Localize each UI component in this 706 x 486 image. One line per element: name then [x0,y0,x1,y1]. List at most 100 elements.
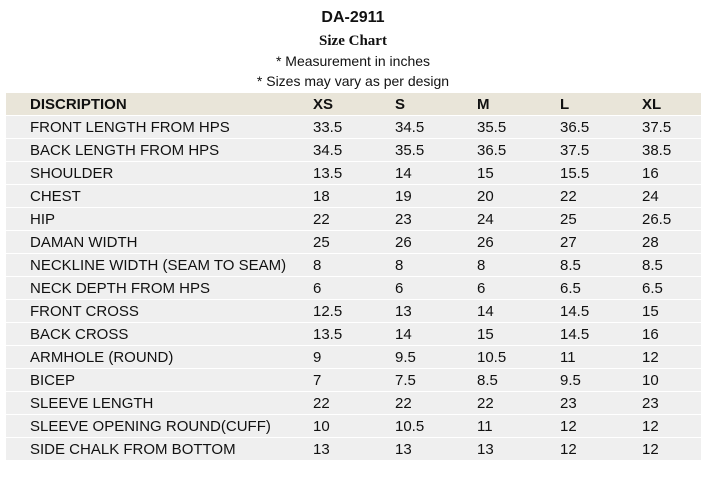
size-value: 12 [642,349,659,366]
size-value: 28 [642,234,659,251]
column-header: XL [642,96,662,113]
size-value: 38.5 [642,142,672,159]
size-value: 18 [313,188,330,205]
measurement-name: FRONT LENGTH FROM HPS [30,119,230,136]
size-value: 12 [560,418,577,435]
size-value: 7 [313,372,322,389]
table-row: BACK CROSS 13.5 14 15 14.5 16 [6,323,701,345]
measurement-name: HIP [30,211,56,228]
size-value: 8 [395,257,404,274]
measurement-name: BACK CROSS [30,326,129,343]
measurement-name: SLEEVE LENGTH [30,395,154,412]
size-value: 37.5 [560,142,590,159]
size-value: 35.5 [477,119,507,136]
size-value: 33.5 [313,119,343,136]
table-row: NECK DEPTH FROM HPS 6 6 6 6.5 6.5 [6,277,701,299]
size-value: 13 [395,441,412,458]
size-value: 34.5 [313,142,343,159]
size-value: 16 [642,326,659,343]
size-value: 23 [395,211,412,228]
size-value: 14.5 [560,326,590,343]
size-value: 25 [313,234,330,251]
measurement-name: SIDE CHALK FROM BOTTOM [30,441,236,458]
size-value: 15 [477,326,494,343]
table-row: ARMHOLE (ROUND) 9 9.5 10.5 11 12 [6,346,701,368]
size-value: 13 [477,441,494,458]
size-value: 20 [477,188,494,205]
size-value: 7.5 [395,372,416,389]
size-value: 8.5 [642,257,663,274]
column-header: L [560,96,570,113]
size-value: 9.5 [560,372,581,389]
table-row: FRONT LENGTH FROM HPS 33.5 34.5 35.5 36.5 37.… [6,116,701,138]
size-value: 27 [560,234,577,251]
size-value: 25 [560,211,577,228]
size-value: 14 [395,165,412,182]
size-value: 22 [395,395,412,412]
size-value: 14 [395,326,412,343]
table-row: HIP 22 23 24 25 26.5 [6,208,701,230]
size-value: 6 [477,280,486,297]
size-value: 11 [477,418,493,435]
table-row: SLEEVE OPENING ROUND(CUFF) 10 10.5 11 12 12 [6,415,701,437]
size-value: 15 [477,165,494,182]
size-value: 34.5 [395,119,425,136]
size-value: 12.5 [313,303,343,320]
size-value: 15.5 [560,165,590,182]
size-value: 14.5 [560,303,590,320]
size-value: 36.5 [560,119,590,136]
size-value: 26 [477,234,494,251]
size-value: 10.5 [395,418,425,435]
size-value: 8 [313,257,322,274]
size-value: 9.5 [395,349,416,366]
column-header: DISCRIPTION [30,96,127,113]
table-row: NECKLINE WIDTH (SEAM TO SEAM) 8 8 8 8.5 8.5 [6,254,701,276]
size-value: 12 [642,441,659,458]
measurement-name: CHEST [30,188,81,205]
size-value: 12 [560,441,577,458]
size-value: 26 [395,234,412,251]
table-row: BACK LENGTH FROM HPS 34.5 35.5 36.5 37.5 38.5 [6,139,701,161]
size-value: 6 [313,280,322,297]
size-value: 14 [477,303,494,320]
size-value: 10 [642,372,659,389]
table-row: SLEEVE LENGTH 22 22 22 23 23 [6,392,701,414]
table-row: SHOULDER 13.5 14 15 15.5 16 [6,162,701,184]
size-value: 15 [642,303,659,320]
column-header: S [395,96,406,113]
table-row: CHEST 18 19 20 22 24 [6,185,701,207]
size-value: 23 [560,395,577,412]
note: * Sizes may vary as per design [256,73,450,89]
subtitle: Size Chart [319,33,387,49]
size-value: 22 [313,211,330,228]
size-value: 22 [477,395,494,412]
title: DA-2911 [321,9,385,26]
size-value: 23 [642,395,659,412]
measurement-name: FRONT CROSS [30,303,139,320]
header-row: DISCRIPTION XS S M L XL [6,93,701,115]
table-row: DAMAN WIDTH 25 26 26 27 28 [6,231,701,253]
measurement-name: NECKLINE WIDTH (SEAM TO SEAM) [30,257,287,274]
size-value: 35.5 [395,142,425,159]
size-value: 6 [395,280,404,297]
size-value: 24 [642,188,659,205]
size-value: 37.5 [642,119,672,136]
size-value: 22 [313,395,330,412]
size-value: 9 [313,349,322,366]
measurement-name: DAMAN WIDTH [30,234,138,251]
measurement-name: ARMHOLE (ROUND) [30,349,174,366]
size-value: 11 [560,349,576,366]
measurement-name: SLEEVE OPENING ROUND(CUFF) [30,418,271,435]
size-value: 12 [642,418,659,435]
size-value: 24 [477,211,494,228]
table-row: BICEP 7 7.5 8.5 9.5 10 [6,369,701,391]
column-header: M [477,96,490,113]
size-value: 26.5 [642,211,672,228]
size-value: 22 [560,188,577,205]
size-value: 8.5 [477,372,498,389]
size-value: 8 [477,257,486,274]
note: * Measurement in inches [275,53,431,69]
size-value: 6.5 [642,280,663,297]
size-value: 13.5 [313,165,343,182]
